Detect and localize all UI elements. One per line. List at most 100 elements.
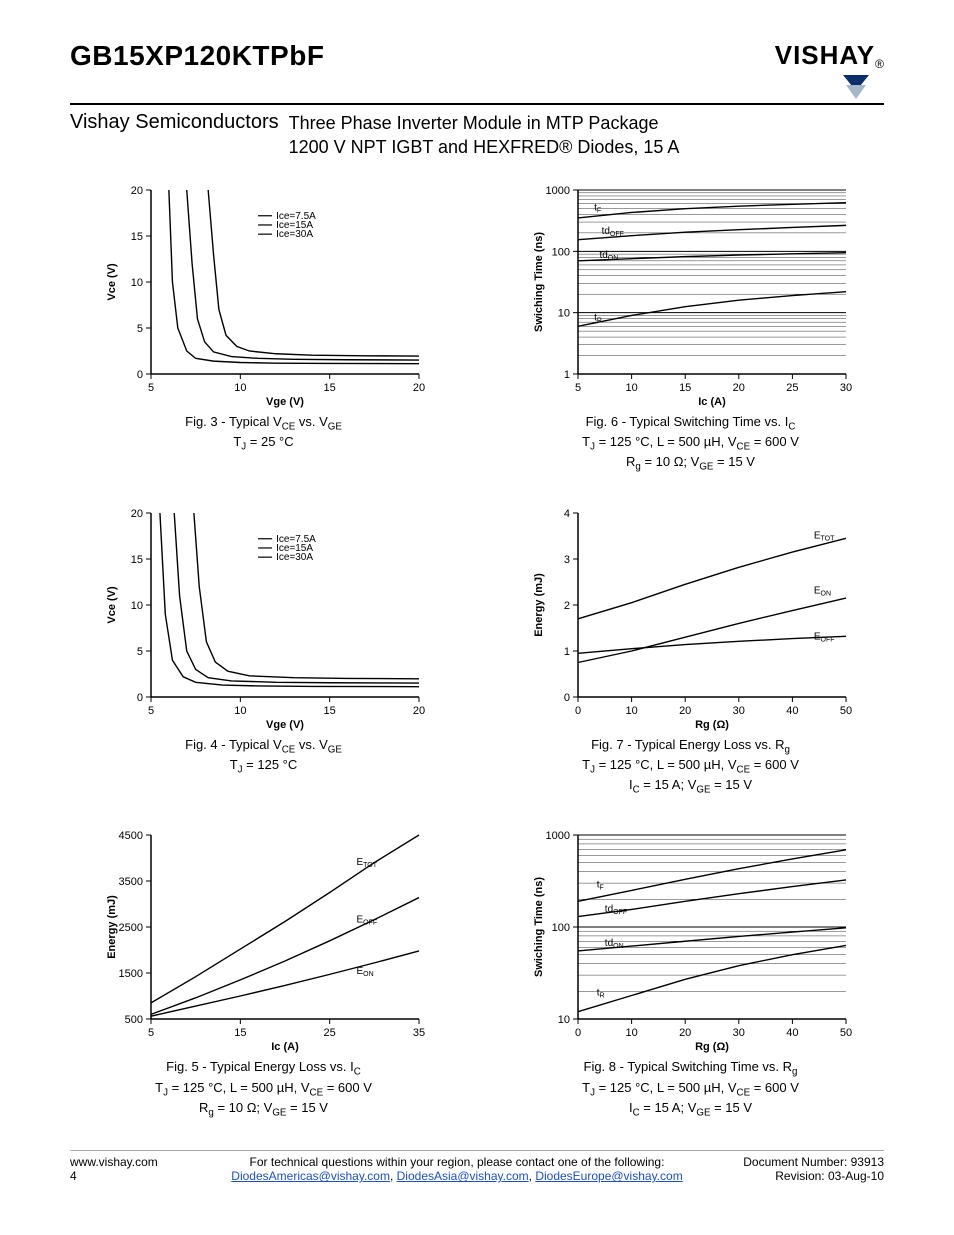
fig5-caption-1: Fig. 5 - Typical Energy Loss vs. IC <box>166 1059 361 1074</box>
svg-text:1: 1 <box>563 369 569 381</box>
svg-text:1000: 1000 <box>545 830 569 842</box>
svg-text:Energy (mJ): Energy (mJ) <box>533 572 545 636</box>
svg-text:10: 10 <box>234 705 246 717</box>
title-line-1: Three Phase Inverter Module in MTP Packa… <box>289 111 680 135</box>
svg-text:tR: tR <box>594 312 602 324</box>
svg-text:tdON: tdON <box>604 938 623 950</box>
footer-url: www.vishay.com <box>70 1155 220 1169</box>
svg-text:10: 10 <box>234 382 246 394</box>
svg-text:30: 30 <box>732 1027 744 1039</box>
svg-text:EON: EON <box>356 966 373 978</box>
vishay-logo: VISHAY® <box>775 40 884 101</box>
svg-text:4: 4 <box>563 508 569 520</box>
svg-text:15: 15 <box>323 382 335 394</box>
svg-text:tF: tF <box>596 880 603 892</box>
svg-text:tdOFF: tdOFF <box>604 905 626 917</box>
svg-text:1000: 1000 <box>545 185 569 197</box>
svg-text:5: 5 <box>147 382 153 394</box>
svg-text:5: 5 <box>136 646 142 658</box>
svg-text:10: 10 <box>130 277 142 289</box>
svg-text:5: 5 <box>136 323 142 335</box>
logo-text: VISHAY <box>775 40 875 70</box>
fig4-caption-1: Fig. 4 - Typical VCE vs. VGE <box>185 737 342 752</box>
title-line-2: 1200 V NPT IGBT and HEXFRED® Diodes, 15 … <box>289 135 680 159</box>
svg-text:20: 20 <box>130 508 142 520</box>
fig5-chart: 51525355001500250035004500Ic (A)Energy (… <box>70 823 457 1120</box>
svg-text:Swiching Time (ns): Swiching Time (ns) <box>533 877 545 977</box>
svg-text:5: 5 <box>147 1027 153 1039</box>
svg-text:15: 15 <box>130 231 142 243</box>
svg-text:0: 0 <box>574 1027 580 1039</box>
revision: Revision: 03-Aug-10 <box>694 1169 884 1183</box>
svg-text:20: 20 <box>412 382 424 394</box>
svg-text:10: 10 <box>625 382 637 394</box>
svg-text:10: 10 <box>557 1014 569 1026</box>
fig8-caption-2: TJ = 125 °C, L = 500 µH, VCE = 600 V <box>582 1080 799 1095</box>
footer-link-europe[interactable]: DiodesEurope@vishay.com <box>535 1169 682 1183</box>
svg-text:40: 40 <box>786 705 798 717</box>
svg-text:2500: 2500 <box>118 922 142 934</box>
svg-text:5: 5 <box>147 705 153 717</box>
svg-text:Ice=30A: Ice=30A <box>276 229 313 240</box>
fig6-caption-2: TJ = 125 °C, L = 500 µH, VCE = 600 V <box>582 434 799 449</box>
svg-text:25: 25 <box>323 1027 335 1039</box>
fig6-caption-3: Rg = 10 Ω; VGE = 15 V <box>626 454 755 469</box>
svg-text:Vce (V): Vce (V) <box>106 263 118 301</box>
svg-text:20: 20 <box>412 705 424 717</box>
fig7-caption-2: TJ = 125 °C, L = 500 µH, VCE = 600 V <box>582 757 799 772</box>
svg-text:ETOT: ETOT <box>813 530 834 542</box>
fig8-caption-3: IC = 15 A; VGE = 15 V <box>629 1100 752 1115</box>
vishay-subheading: Vishay Semiconductors <box>70 111 279 134</box>
svg-text:10: 10 <box>625 705 637 717</box>
svg-text:EOFF: EOFF <box>813 631 834 643</box>
fig7-caption-1: Fig. 7 - Typical Energy Loss vs. Rg <box>591 737 790 752</box>
svg-text:30: 30 <box>732 705 744 717</box>
svg-text:100: 100 <box>551 246 569 258</box>
svg-text:5: 5 <box>574 382 580 394</box>
footer-mid-text: For technical questions within your regi… <box>220 1155 694 1169</box>
svg-text:3: 3 <box>563 554 569 566</box>
doc-number: Document Number: 93913 <box>694 1155 884 1169</box>
svg-text:3500: 3500 <box>118 876 142 888</box>
footer-link-asia[interactable]: DiodesAsia@vishay.com <box>397 1169 529 1183</box>
fig3-caption-1: Fig. 3 - Typical VCE vs. VGE <box>185 414 342 429</box>
fig8-caption-1: Fig. 8 - Typical Switching Time vs. Rg <box>584 1059 798 1074</box>
logo-icon <box>846 85 866 99</box>
svg-text:4500: 4500 <box>118 830 142 842</box>
svg-text:EON: EON <box>813 585 830 597</box>
svg-text:Rg (Ω): Rg (Ω) <box>695 1041 729 1053</box>
footer-link-americas[interactable]: DiodesAmericas@vishay.com <box>231 1169 390 1183</box>
svg-text:tF: tF <box>594 202 601 214</box>
fig5-caption-3: Rg = 10 Ω; VGE = 15 V <box>199 1100 328 1115</box>
svg-text:30: 30 <box>839 382 851 394</box>
svg-text:Ice=30A: Ice=30A <box>276 552 313 563</box>
fig4-chart: 510152005101520Vge (V)Vce (V)Ice=7.5AIce… <box>70 501 457 798</box>
svg-text:Rg (Ω): Rg (Ω) <box>695 719 729 731</box>
svg-text:0: 0 <box>563 692 569 704</box>
fig7-chart: 0102030405001234Rg (Ω)Energy (mJ)ETOTEON… <box>497 501 884 798</box>
svg-text:2: 2 <box>563 600 569 612</box>
fig3-chart: 510152005101520Vge (V)Vce (V)Ice=7.5AIce… <box>70 178 457 475</box>
svg-text:20: 20 <box>732 382 744 394</box>
svg-text:EOFF: EOFF <box>356 915 377 927</box>
svg-text:35: 35 <box>412 1027 424 1039</box>
svg-text:50: 50 <box>839 1027 851 1039</box>
svg-text:50: 50 <box>839 705 851 717</box>
svg-text:20: 20 <box>679 705 691 717</box>
page-number: 4 <box>70 1169 220 1183</box>
svg-text:100: 100 <box>551 922 569 934</box>
svg-text:20: 20 <box>130 185 142 197</box>
svg-text:10: 10 <box>557 307 569 319</box>
fig4-caption-2: TJ = 125 °C <box>230 757 298 772</box>
svg-text:1500: 1500 <box>118 968 142 980</box>
fig6-chart: 510152025301101001000Ic (A)Swiching Time… <box>497 178 884 475</box>
fig3-caption-2: TJ = 25 °C <box>233 434 293 449</box>
fig5-caption-2: TJ = 125 °C, L = 500 µH, VCE = 600 V <box>155 1080 372 1095</box>
part-number: GB15XP120KTPbF <box>70 40 324 72</box>
svg-text:Vce (V): Vce (V) <box>106 586 118 624</box>
page-footer: www.vishay.com 4 For technical questions… <box>70 1150 884 1183</box>
svg-text:10: 10 <box>625 1027 637 1039</box>
svg-text:Ic (A): Ic (A) <box>271 1041 299 1053</box>
svg-text:Energy (mJ): Energy (mJ) <box>106 895 118 959</box>
svg-text:15: 15 <box>323 705 335 717</box>
